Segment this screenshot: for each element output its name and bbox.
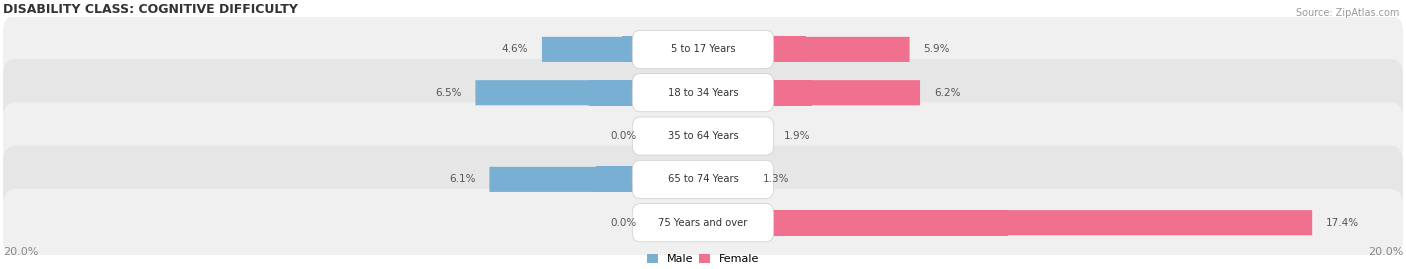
FancyBboxPatch shape [3, 189, 1403, 257]
Bar [676, 210, 704, 236]
Bar [596, 167, 704, 192]
FancyBboxPatch shape [703, 37, 910, 62]
Text: 35 to 64 Years: 35 to 64 Years [668, 131, 738, 141]
Bar [702, 210, 1008, 236]
FancyBboxPatch shape [703, 210, 1312, 235]
Text: 4.6%: 4.6% [502, 44, 527, 54]
Text: 0.0%: 0.0% [610, 218, 637, 228]
Bar [702, 80, 811, 106]
FancyBboxPatch shape [703, 123, 769, 148]
Bar [702, 123, 737, 149]
Text: 17.4%: 17.4% [1326, 218, 1360, 228]
FancyBboxPatch shape [489, 167, 703, 192]
Bar [676, 123, 704, 149]
Bar [623, 36, 704, 62]
Bar [589, 80, 704, 106]
Legend: Male, Female: Male, Female [643, 250, 763, 269]
FancyBboxPatch shape [633, 204, 773, 242]
Text: 0.0%: 0.0% [610, 131, 637, 141]
Text: 5.9%: 5.9% [924, 44, 950, 54]
FancyBboxPatch shape [633, 117, 773, 155]
FancyBboxPatch shape [475, 80, 703, 105]
FancyBboxPatch shape [703, 80, 920, 105]
FancyBboxPatch shape [633, 74, 773, 112]
Text: DISABILITY CLASS: COGNITIVE DIFFICULTY: DISABILITY CLASS: COGNITIVE DIFFICULTY [3, 3, 298, 16]
FancyBboxPatch shape [3, 59, 1403, 126]
FancyBboxPatch shape [651, 123, 703, 148]
Text: 18 to 34 Years: 18 to 34 Years [668, 88, 738, 98]
Bar [702, 167, 725, 192]
Text: 1.9%: 1.9% [783, 131, 810, 141]
Text: 5 to 17 Years: 5 to 17 Years [671, 44, 735, 54]
Text: 20.0%: 20.0% [3, 247, 38, 257]
FancyBboxPatch shape [703, 167, 748, 192]
Text: 75 Years and over: 75 Years and over [658, 218, 748, 228]
Bar [702, 36, 806, 62]
FancyBboxPatch shape [633, 160, 773, 199]
Text: 20.0%: 20.0% [1368, 247, 1403, 257]
Text: 65 to 74 Years: 65 to 74 Years [668, 174, 738, 184]
FancyBboxPatch shape [651, 210, 703, 235]
FancyBboxPatch shape [3, 102, 1403, 170]
Text: 6.1%: 6.1% [449, 174, 475, 184]
Text: 1.3%: 1.3% [762, 174, 789, 184]
FancyBboxPatch shape [3, 16, 1403, 83]
Text: 6.5%: 6.5% [434, 88, 461, 98]
FancyBboxPatch shape [3, 146, 1403, 213]
Text: 6.2%: 6.2% [934, 88, 960, 98]
FancyBboxPatch shape [541, 37, 703, 62]
FancyBboxPatch shape [633, 30, 773, 69]
Text: Source: ZipAtlas.com: Source: ZipAtlas.com [1295, 8, 1399, 18]
